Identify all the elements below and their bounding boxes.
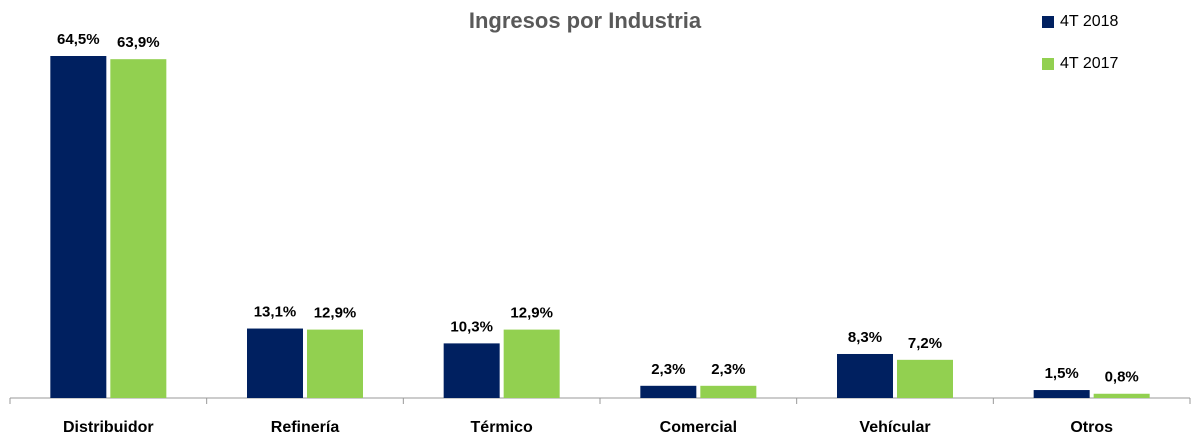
value-label: 0,8% (1105, 369, 1139, 386)
value-label: 2,3% (711, 361, 745, 378)
x-tick-label: Térmico (471, 419, 533, 436)
value-label: 10,3% (450, 318, 493, 335)
x-tick-label: Vehícular (859, 419, 930, 436)
value-label: 12,9% (510, 305, 553, 322)
bar (307, 329, 363, 398)
value-label: 63,9% (117, 34, 160, 51)
bar (1093, 393, 1150, 398)
value-label: 12,9% (314, 305, 357, 322)
value-label: 2,3% (651, 361, 685, 378)
value-label: 7,2% (908, 335, 942, 352)
value-label: 8,3% (848, 329, 882, 346)
bar (640, 385, 697, 398)
x-tick-label: Refinería (271, 419, 340, 436)
x-tick-label: Comercial (660, 419, 737, 436)
x-tick-label: Otros (1070, 419, 1113, 436)
value-label: 64,5% (57, 31, 100, 48)
bar (247, 328, 303, 398)
bar (50, 56, 107, 398)
x-tick-label: Distribuidor (63, 419, 154, 436)
legend-label: 4T 2017 (1060, 55, 1119, 72)
legend-swatch (1042, 16, 1054, 28)
value-label: 13,1% (254, 304, 297, 321)
legend-swatch (1042, 58, 1054, 70)
bar (897, 359, 953, 398)
bar (700, 385, 757, 398)
bar (110, 59, 167, 398)
bar (443, 343, 500, 398)
legend-label: 4T 2018 (1060, 13, 1119, 30)
bar (503, 329, 560, 398)
chart-title: Ingresos por Industria (469, 8, 702, 33)
value-label: 1,5% (1045, 365, 1079, 382)
bar (837, 353, 893, 398)
bar (1033, 390, 1090, 398)
